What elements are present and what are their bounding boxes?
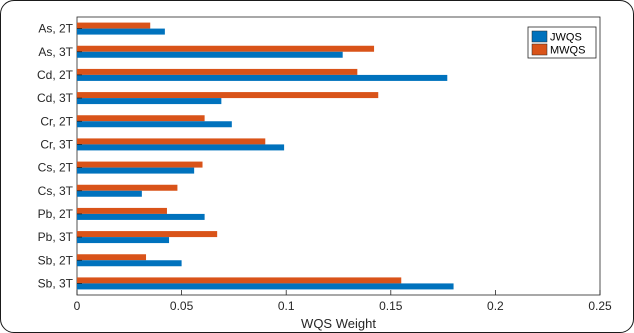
bar-jwqs <box>77 213 205 220</box>
legend: JWQS MWQS <box>527 26 597 59</box>
bar-mwqs <box>77 22 151 29</box>
bar-jwqs <box>77 144 285 151</box>
bar-mwqs <box>77 45 375 52</box>
bar-jwqs <box>77 98 222 105</box>
legend-swatch-jwqs <box>531 30 548 43</box>
plot-area <box>76 16 601 296</box>
bar-mwqs <box>77 92 379 99</box>
bar-mwqs <box>77 231 218 238</box>
bar-jwqs <box>77 167 195 174</box>
y-tick-label: Cs, 3T <box>38 184 74 198</box>
bars-group <box>77 22 454 290</box>
y-tick-label: Cd, 2T <box>37 68 74 82</box>
legend-label-mwqs: MWQS <box>550 45 585 57</box>
bar-jwqs <box>77 121 232 128</box>
y-tick-label: Cd, 3T <box>37 91 74 105</box>
bar-mwqs <box>77 254 147 261</box>
bar-mwqs <box>77 68 358 75</box>
x-tick-label: 0.25 <box>588 299 612 313</box>
bar-mwqs <box>77 115 205 122</box>
x-tick-label: 0 <box>74 299 81 313</box>
y-tick-label: Sb, 2T <box>38 253 74 267</box>
bar-jwqs <box>77 283 454 290</box>
y-tick-label: Cs, 2T <box>38 161 74 175</box>
x-axis-ticks: 0 0.05 0.1 0.15 0.2 0.25 <box>74 290 612 313</box>
y-tick-label: Cr, 2T <box>40 114 73 128</box>
bar-mwqs <box>77 277 402 284</box>
y-axis-ticks: As, 2T As, 3T Cd, 2T Cd, 3T Cr, 2T Cr, 3T Cs, … <box>37 22 82 290</box>
legend-label-jwqs: JWQS <box>550 32 582 44</box>
y-tick-label: As, 2T <box>38 22 73 36</box>
bar-jwqs <box>77 190 142 197</box>
x-tick-label: 0.1 <box>278 299 295 313</box>
bar-jwqs <box>77 74 448 81</box>
y-tick-label: Sb, 3T <box>38 276 74 290</box>
y-tick-label: Pb, 3T <box>38 230 74 244</box>
legend-swatch-mwqs <box>531 43 548 56</box>
bar-mwqs <box>77 138 266 145</box>
bar-jwqs <box>77 51 343 58</box>
y-tick-label: Cr, 3T <box>40 137 73 151</box>
x-tick-label: 0.05 <box>170 299 194 313</box>
x-axis-label: WQS Weight <box>301 316 376 331</box>
bar-mwqs <box>77 184 178 191</box>
bar-mwqs <box>77 207 167 214</box>
bar-jwqs <box>77 237 170 244</box>
x-tick-label: 0.2 <box>487 299 504 313</box>
bar-jwqs <box>77 28 165 35</box>
bar-jwqs <box>77 260 182 267</box>
y-tick-label: Pb, 2T <box>38 207 74 221</box>
y-tick-label: As, 3T <box>38 45 73 59</box>
x-tick-label: 0.15 <box>379 299 403 313</box>
bar-mwqs <box>77 161 203 168</box>
